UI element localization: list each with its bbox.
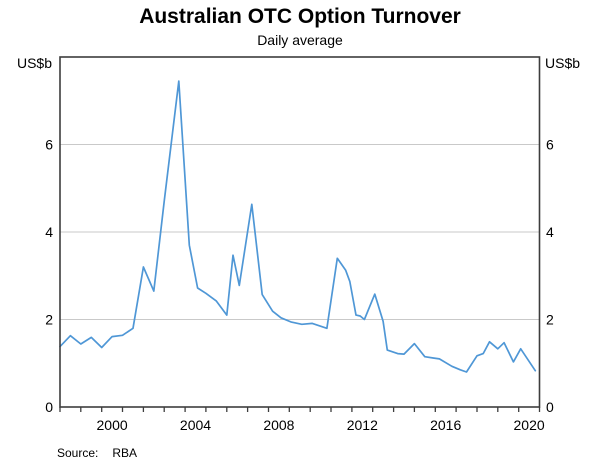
x-axis-ticks [59,407,541,412]
right-axis-unit-label: US$b [545,55,581,71]
x-axis-labels: 2000 2004 2008 2012 2016 2020 [97,417,545,433]
source-note: Source: RBA [57,446,137,460]
y-tick-label-left: 4 [45,224,53,240]
plot-box [59,56,541,408]
source-value: RBA [112,446,138,460]
x-tick-label: 2016 [430,417,461,433]
chart-subtitle: Daily average [257,32,343,48]
chart-title: Australian OTC Option Turnover [139,5,461,28]
x-tick-label: 2020 [514,417,545,433]
plot-border [59,56,541,408]
x-tick-label: 2004 [180,417,211,433]
x-tick-label: 2000 [97,417,128,433]
y-tick-label-right: 4 [546,224,554,240]
x-tick-label: 2012 [347,417,378,433]
turnover-line [59,80,537,373]
gridlines [60,144,540,320]
y-tick-label-left: 2 [45,312,53,328]
data-series [59,80,537,373]
y-axis-labels: 0 0 2 2 4 4 6 6 [45,137,554,416]
y-tick-label-right: 0 [546,399,554,415]
y-tick-label-right: 6 [546,137,554,153]
y-tick-label-right: 2 [546,312,554,328]
x-tick-label: 2008 [263,417,294,433]
y-tick-label-left: 0 [45,399,53,415]
y-tick-label-left: 6 [45,137,53,153]
source-label: Source: [57,446,99,460]
left-axis-unit-label: US$b [16,55,52,71]
